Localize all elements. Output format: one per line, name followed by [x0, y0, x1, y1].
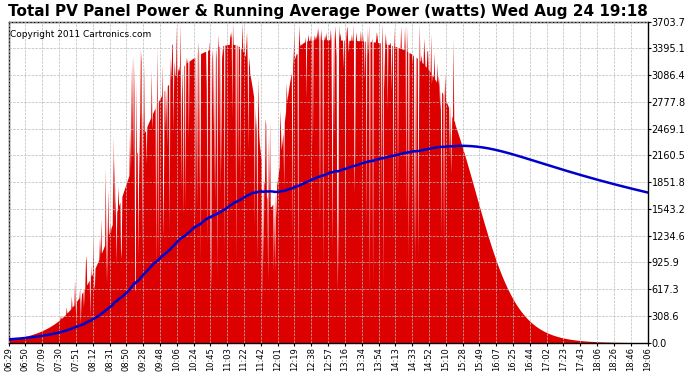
- Title: Total PV Panel Power & Running Average Power (watts) Wed Aug 24 19:18: Total PV Panel Power & Running Average P…: [8, 4, 648, 19]
- Text: Copyright 2011 Cartronics.com: Copyright 2011 Cartronics.com: [10, 30, 151, 39]
